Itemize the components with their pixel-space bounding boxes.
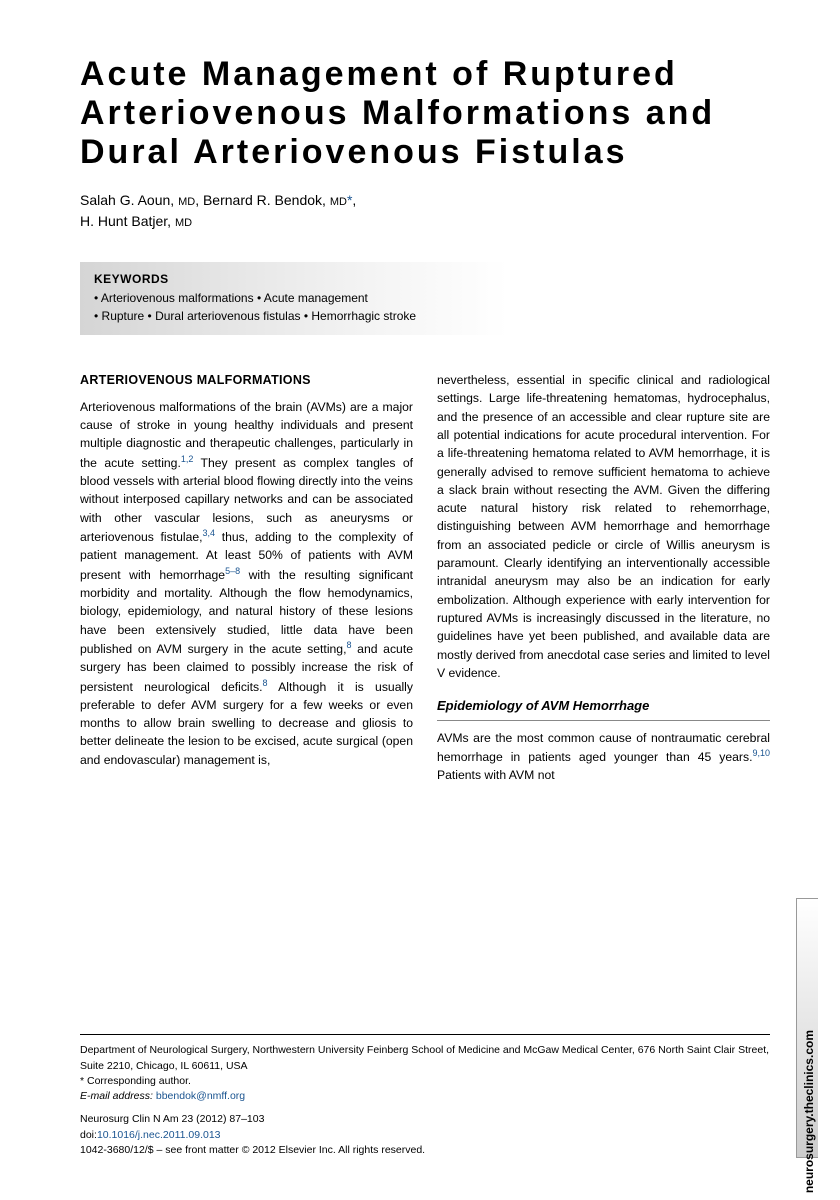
text-3b: Patients with AVM not xyxy=(437,768,555,782)
keywords-heading: KEYWORDS xyxy=(94,272,494,286)
author-1-degree: MD xyxy=(178,196,195,208)
text-3a: AVMs are the most common cause of nontra… xyxy=(437,731,770,764)
ref-3-4[interactable]: 3,4 xyxy=(203,528,216,538)
footer: Department of Neurological Surgery, Nort… xyxy=(80,1034,770,1158)
article-title: Acute Management of Ruptured Arterioveno… xyxy=(80,55,770,172)
ref-1-2[interactable]: 1,2 xyxy=(181,454,194,464)
ref-9-10[interactable]: 9,10 xyxy=(752,748,770,758)
journal-citation: Neurosurg Clin N Am 23 (2012) 87–103 xyxy=(80,1112,770,1127)
body-columns: ARTERIOVENOUS MALFORMATIONS Arteriovenou… xyxy=(80,371,770,785)
column-left: ARTERIOVENOUS MALFORMATIONS Arteriovenou… xyxy=(80,371,413,785)
author-2: Bernard R. Bendok xyxy=(203,192,322,208)
author-3: H. Hunt Batjer xyxy=(80,213,167,229)
column-right: nevertheless, essential in specific clin… xyxy=(437,371,770,785)
affiliation: Department of Neurological Surgery, Nort… xyxy=(80,1043,770,1073)
paragraph-1: Arteriovenous malformations of the brain… xyxy=(80,398,413,769)
author-3-degree: MD xyxy=(175,217,192,229)
section-heading-avm: ARTERIOVENOUS MALFORMATIONS xyxy=(80,371,413,390)
email-link[interactable]: bbendok@nmff.org xyxy=(156,1090,245,1102)
ref-5-8[interactable]: 5–8 xyxy=(225,566,240,576)
paragraph-2: nevertheless, essential in specific clin… xyxy=(437,371,770,682)
author-2-degree: MD xyxy=(330,196,347,208)
doi-line: doi:10.1016/j.nec.2011.09.013 xyxy=(80,1128,770,1143)
author-1: Salah G. Aoun xyxy=(80,192,170,208)
doi-link[interactable]: 10.1016/j.nec.2011.09.013 xyxy=(97,1129,221,1141)
keywords-line-1: • Arteriovenous malformations • Acute ma… xyxy=(94,290,494,307)
keywords-box: KEYWORDS • Arteriovenous malformations •… xyxy=(80,262,508,335)
email-label: E-mail address: xyxy=(80,1090,153,1102)
keywords-line-2: • Rupture • Dural arteriovenous fistulas… xyxy=(94,308,494,325)
doi-label: doi: xyxy=(80,1129,97,1141)
copyright: 1042-3680/12/$ – see front matter © 2012… xyxy=(80,1143,770,1158)
email-line: E-mail address: bbendok@nmff.org xyxy=(80,1089,770,1104)
subsection-heading-epi: Epidemiology of AVM Hemorrhage xyxy=(437,696,770,721)
side-url[interactable]: neurosurgery.theclinics.com xyxy=(802,1030,816,1193)
author-list: Salah G. Aoun, MD, Bernard R. Bendok, MD… xyxy=(80,190,770,232)
corresponding-asterisk: * xyxy=(347,192,352,208)
paragraph-3: AVMs are the most common cause of nontra… xyxy=(437,729,770,785)
corresponding-note: * Corresponding author. xyxy=(80,1074,770,1089)
